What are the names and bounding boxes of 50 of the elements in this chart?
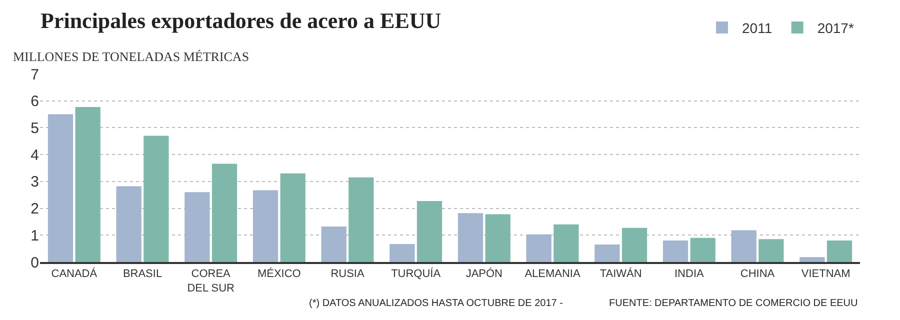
y-tick-label: 4 [30, 146, 39, 164]
bar [622, 228, 648, 262]
bar [321, 226, 346, 262]
x-tick-label: TURQUÍA [391, 267, 442, 280]
x-tick-label: JAPÓN [466, 267, 503, 280]
bar [526, 234, 552, 262]
bar [184, 192, 210, 262]
text: (*) DATOS ANUALIZADOS HASTA OCTUBRE DE 2017 - [309, 298, 563, 309]
source-note: FUENTE: DEPARTAMENTO DE COMERCIO DE EEUU [609, 298, 858, 309]
bar [280, 173, 306, 262]
bar [252, 190, 278, 262]
y-tick-label: 2 [30, 200, 39, 218]
x-tick-label: INDIA [674, 268, 704, 280]
x-tick-label: CANADÁ [51, 267, 98, 280]
bar [800, 257, 825, 262]
bar [116, 186, 142, 262]
x-tick-label: CHINA [740, 268, 776, 280]
bar [690, 238, 716, 262]
bar [758, 239, 784, 262]
y-tick-label: 3 [30, 174, 39, 191]
bar [390, 244, 415, 262]
bar [554, 224, 579, 262]
bar [48, 114, 74, 262]
bar [212, 164, 238, 262]
bar [826, 240, 852, 262]
y-tick-label: 7 [30, 66, 39, 84]
x-tick-label: TAIWÁN [600, 267, 642, 280]
bar [348, 177, 374, 262]
legend-label: 2011 [742, 20, 772, 36]
chart-title: Principales exportadores de acero a EEUU [40, 8, 442, 34]
bar [75, 107, 100, 262]
x-tick-label: MÉXICO [257, 267, 302, 280]
y-axis-title: MILLONES DE TONELADAS MÉTRICAS [13, 49, 250, 64]
y-tick-label: 0 [30, 254, 39, 272]
bar [662, 240, 688, 262]
y-tick-label: 1 [30, 227, 39, 244]
bar [731, 230, 756, 262]
bar [144, 136, 169, 262]
x-tick-label: ALEMANIA [524, 268, 581, 280]
x-tick-label: RUSIA [330, 268, 365, 280]
y-tick-label: 6 [30, 93, 39, 110]
legend-label: 2017* [817, 20, 854, 36]
x-tick-label: BRASIL [122, 268, 162, 280]
x-tick-label: VIETNAM [801, 268, 850, 280]
bar [458, 213, 484, 262]
x-tick-label: COREA DEL SUR [187, 268, 235, 294]
bar [416, 201, 442, 262]
bar [485, 214, 510, 262]
bar [594, 244, 620, 262]
y-tick-label: 5 [30, 120, 39, 137]
